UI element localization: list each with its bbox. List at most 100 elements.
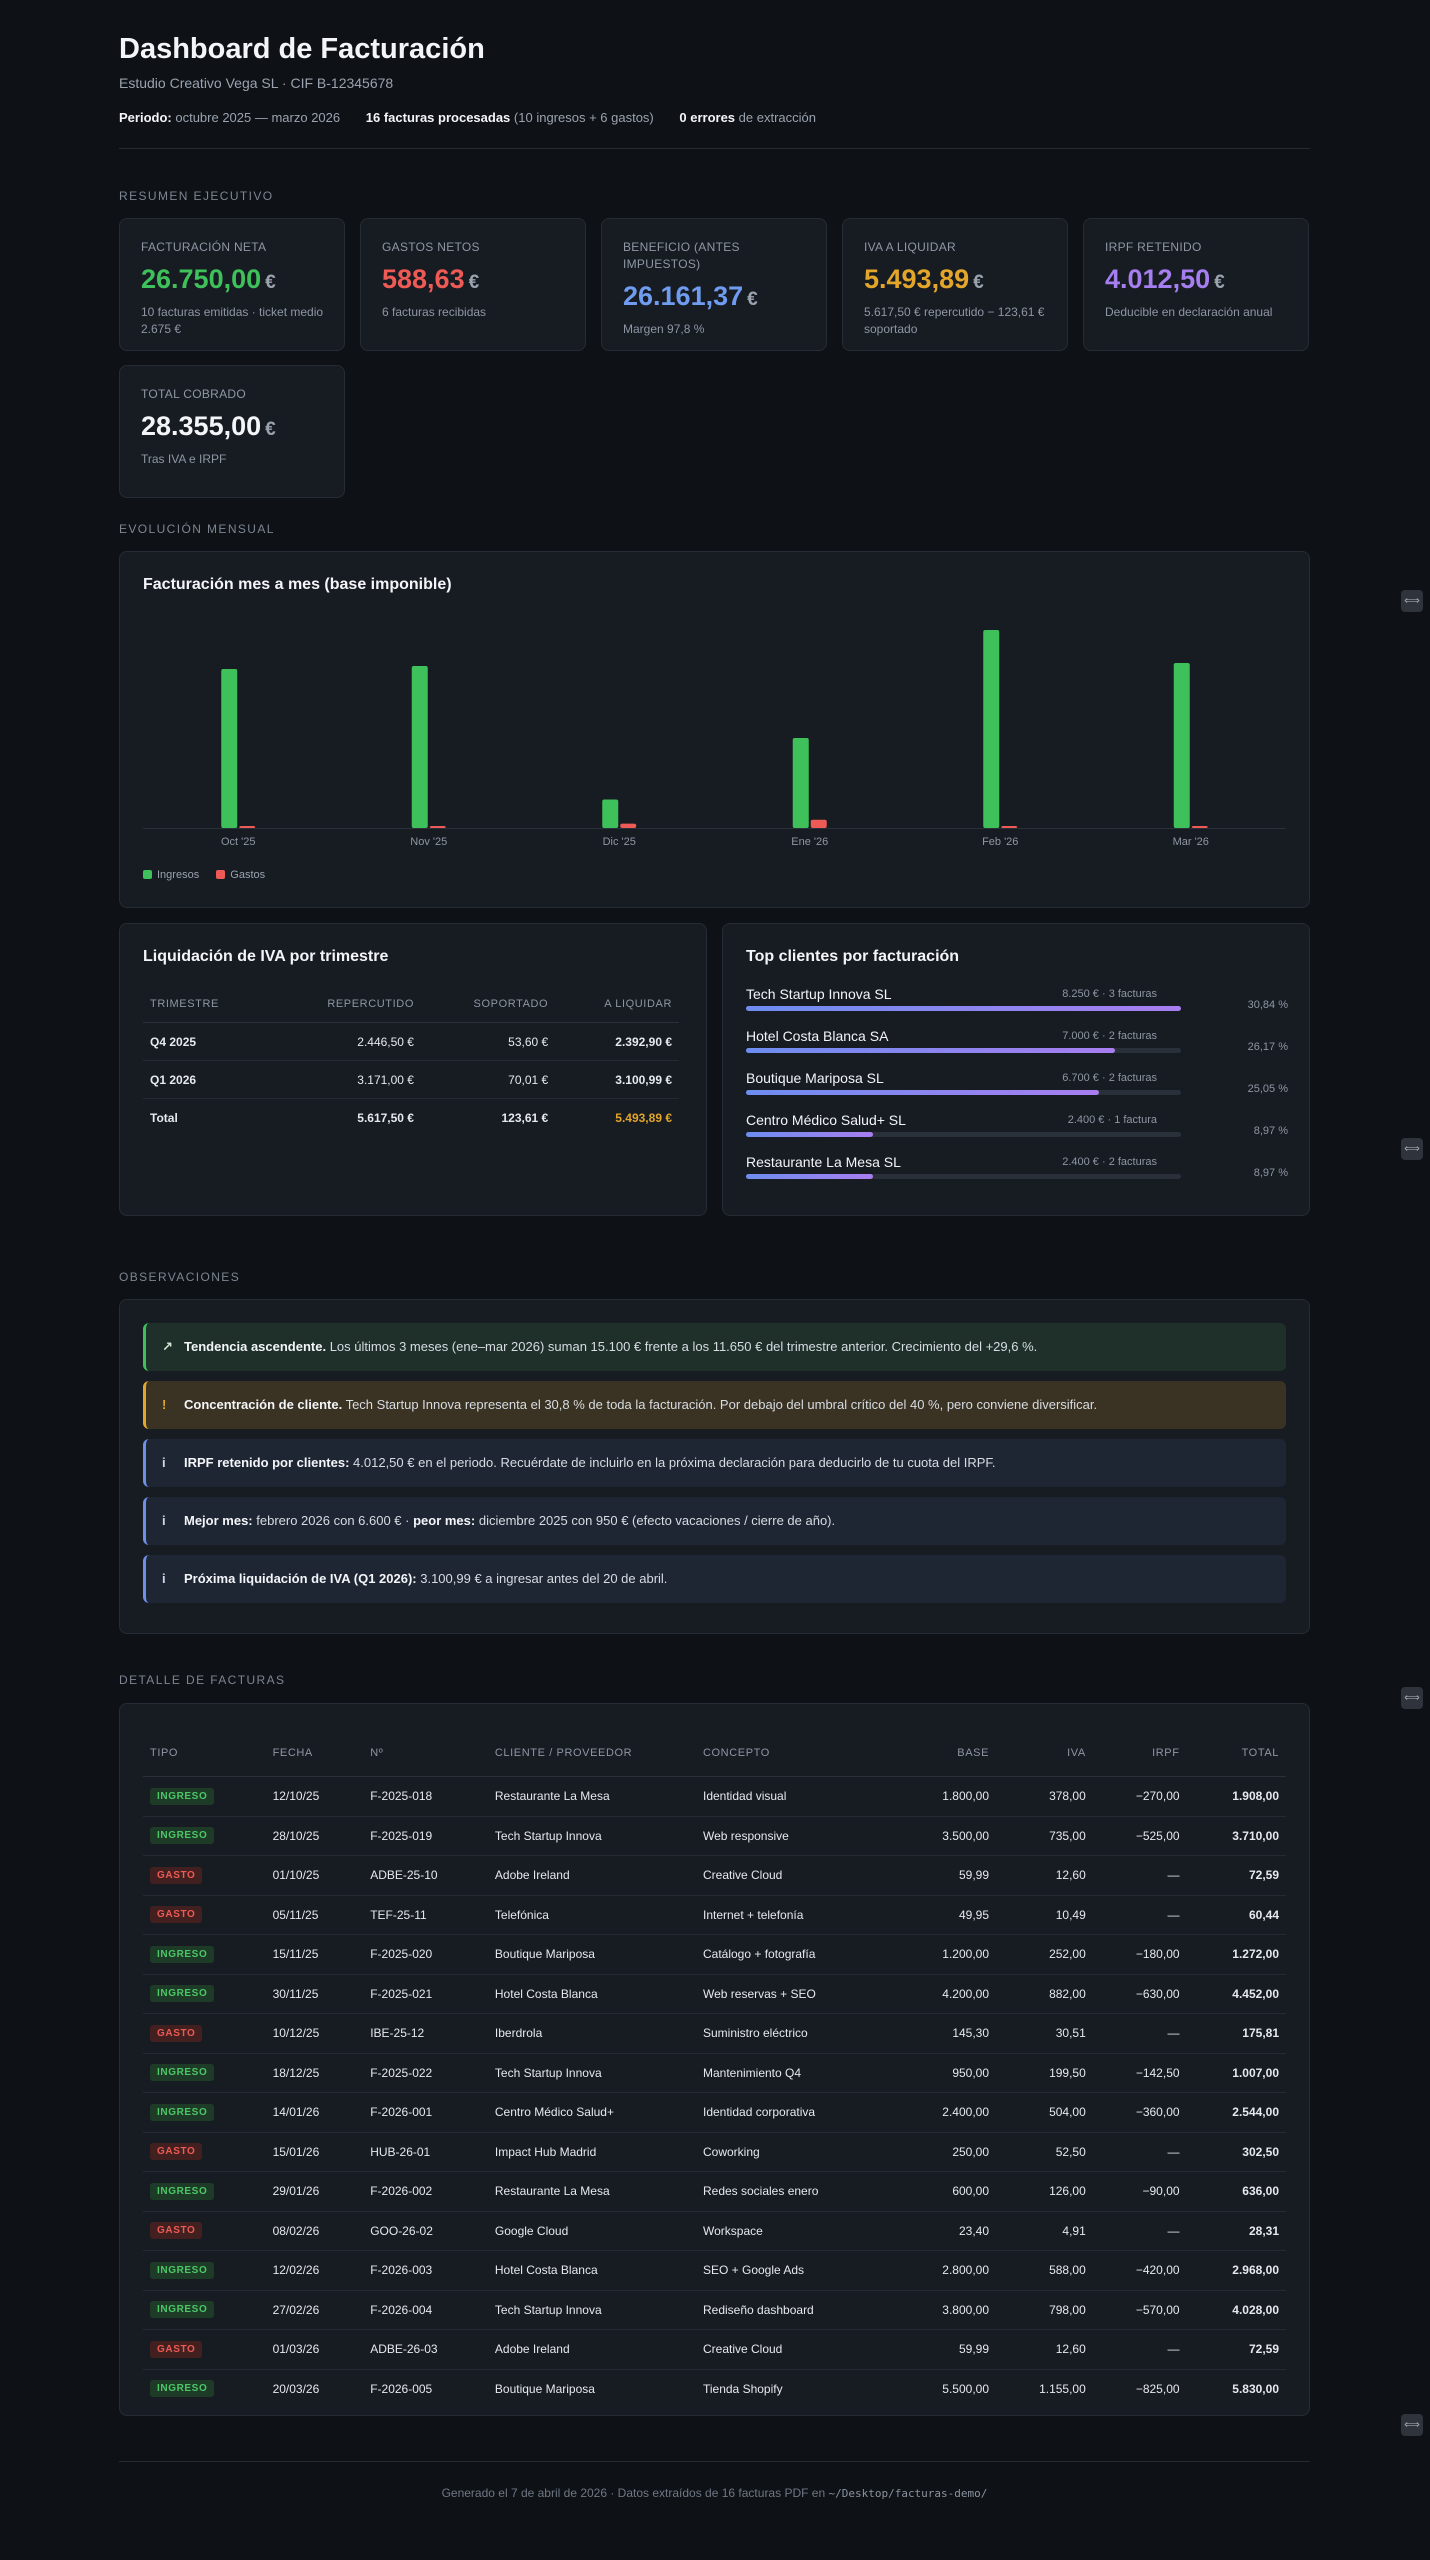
invoice-cell: 4,91 xyxy=(996,2211,1093,2251)
kpi-label: IRPF retenido xyxy=(1105,240,1202,254)
iva-row: Q1 2026 3.171,00 €70,01 €3.100,99 € xyxy=(143,1060,679,1099)
type-badge: GASTO xyxy=(150,1906,203,1924)
invoice-cell: 20/03/26 xyxy=(272,2381,320,2396)
bar-ingresos-0 xyxy=(221,669,238,828)
side-handle-icon[interactable]: ⟺ xyxy=(1401,1687,1423,1709)
observation-text: febrero 2026 con 6.600 € · xyxy=(252,1513,414,1528)
invoice-cell: 2.800,00 xyxy=(880,2250,997,2291)
invoice-cell: Web reservas + SEO xyxy=(695,1974,881,2014)
side-handle-icon[interactable]: ⟺ xyxy=(1401,1138,1423,1160)
invoice-cell: F-2025-018 xyxy=(363,1776,488,1817)
invoice-cell: GASTO xyxy=(143,1895,266,1935)
client-info: 6.700 € · 2 facturas xyxy=(1062,1072,1157,1084)
procesadas-value: (10 ingresos + 6 gastos) xyxy=(513,110,654,125)
invoice-cell: Tech Startup Innova xyxy=(487,2053,696,2093)
observation-text: 4.012,50 € en el periodo. Recuérdate de … xyxy=(349,1455,996,1470)
invoice-cell: Restaurante La Mesa xyxy=(487,2171,696,2212)
iva-row: Q4 2025 2.446,50 €53,60 €2.392,90 € xyxy=(143,1022,679,1061)
bar-gastos-0 xyxy=(239,826,256,828)
kpi-value-row: 5.493,89 € xyxy=(864,264,1047,298)
client-percentage: 30,84 % xyxy=(1247,999,1288,1011)
invoice-cell: 72,59 xyxy=(1186,2329,1286,2370)
invoice-cell: −270,00 xyxy=(1092,1776,1187,1817)
client-info: 2.400 € · 2 facturas xyxy=(1062,1156,1157,1168)
section-title-evolucion: Evolución mensual xyxy=(119,522,275,536)
invoice-cell: F-2026-003 xyxy=(363,2250,488,2291)
side-handle-icon[interactable]: ⟺ xyxy=(1401,590,1423,612)
kpi-currency: € xyxy=(265,272,276,293)
invoice-cell: 59,99 xyxy=(880,1855,997,1896)
invoice-cell: −630,00 xyxy=(1092,1974,1187,2014)
type-badge: GASTO xyxy=(150,2340,203,2358)
observation-yellow: ! Concentración de cliente. Tech Startup … xyxy=(143,1381,1286,1429)
invoice-cell: Coworking xyxy=(695,2132,881,2172)
iva-cell: 5.493,89 € xyxy=(615,1110,672,1125)
section-title-observaciones: Observaciones xyxy=(119,1270,241,1284)
invoice-cell: 12/02/26 xyxy=(265,2250,364,2291)
kpi-note: 5.617,50 € repercutido − 123,61 € soport… xyxy=(864,305,1045,336)
client-row: Boutique Mariposa SL 6.700 € · 2 facturas… xyxy=(746,1070,1288,1100)
chart-title: Facturación mes a mes (base imponible) xyxy=(143,576,452,593)
invoice-row: INGRESO 12/02/26 F-2026-003 Hotel Costa Bla… xyxy=(143,2250,1286,2291)
legend-item-gastos: Gastos xyxy=(216,869,265,881)
iva-table: Trimestre Repercutido Soportado A liquid… xyxy=(143,986,679,1136)
observation-bold: peor mes: xyxy=(413,1513,476,1528)
kpi-value-row: 28.355,00 € xyxy=(141,411,324,445)
invoice-cell: 882,00 xyxy=(996,1974,1093,2014)
invoice-cell: TEF-25-11 xyxy=(363,1895,488,1935)
clients-panel: Top clientes por facturación Tech Startu… xyxy=(722,923,1310,1216)
invoice-cell: 1.272,00 xyxy=(1186,1934,1286,1975)
invoice-cell: 28,31 xyxy=(1186,2211,1286,2251)
client-bar-track xyxy=(746,1048,1181,1053)
invoice-cell: 1.908,00 xyxy=(1186,1776,1286,1817)
invoice-cell: 15/11/25 xyxy=(265,1934,364,1975)
client-bar-fill xyxy=(746,1174,873,1179)
invoice-cell: GASTO xyxy=(143,2329,266,2370)
invoice-cell: 2.968,00 xyxy=(1186,2250,1286,2291)
invoice-cell: F-2025-022 xyxy=(363,2053,488,2093)
client-info: 7.000 € · 2 facturas xyxy=(1062,1030,1157,1042)
footer-text: Generado el 7 de abril de 2026 · Datos e… xyxy=(441,2486,829,2500)
client-percentage: 25,05 % xyxy=(1247,1083,1288,1095)
legend-label-ingresos: Ingresos xyxy=(157,869,200,881)
invoice-cell: — xyxy=(1092,2211,1187,2251)
chart-legend: Ingresos Gastos xyxy=(143,869,279,881)
type-badge: INGRESO xyxy=(150,2182,215,2200)
client-row: Restaurante La Mesa SL 2.400 € · 2 factur… xyxy=(746,1154,1288,1184)
type-badge: INGRESO xyxy=(150,2380,215,2398)
invoice-row: INGRESO 18/12/25 F-2025-022 Tech Startup In… xyxy=(143,2053,1286,2093)
side-handle-icon[interactable]: ⟺ xyxy=(1401,2414,1423,2436)
invoice-cell: INGRESO xyxy=(143,2092,266,2133)
invoice-cell: 12,60 xyxy=(996,1855,1093,1896)
invoice-cell: 27/02/26 xyxy=(265,2290,364,2330)
invoice-cell: 199,50 xyxy=(996,2053,1093,2093)
invoice-cell: F-2025-019 xyxy=(363,1816,488,1856)
invoice-cell: HUB-26-01 xyxy=(363,2132,488,2172)
invoice-row: GASTO 01/03/26 ADBE-26-03 Adobe Ireland Crea… xyxy=(143,2329,1286,2370)
invoice-cell: INGRESO xyxy=(143,2369,266,2408)
invoice-header-concepto: Concepto xyxy=(695,1729,881,1777)
observation-bold: Concentración de cliente. xyxy=(184,1397,343,1412)
kpi-note: Tras IVA e IRPF xyxy=(141,452,227,466)
kpi-value: 28.355,00 xyxy=(141,411,262,441)
observation-green: ↗ Tendencia ascendente. Los últimos 3 mes… xyxy=(143,1323,1286,1371)
invoice-cell: — xyxy=(1092,2132,1187,2172)
observation-text: Los últimos 3 meses (ene–mar 2026) suman… xyxy=(326,1339,1038,1354)
invoice-header-base: Base xyxy=(880,1729,997,1777)
observation-text: Tech Startup Innova representa el 30,8 %… xyxy=(342,1397,1098,1412)
invoice-cell: 588,00 xyxy=(996,2250,1093,2291)
invoice-cell: INGRESO xyxy=(143,2053,266,2093)
invoice-cell: ADBE-25-10 xyxy=(363,1855,488,1896)
invoice-cell: 23,40 xyxy=(880,2211,997,2251)
invoice-cell: INGRESO xyxy=(143,1776,266,1817)
invoice-cell: 504,00 xyxy=(996,2092,1093,2133)
invoice-cell: GASTO xyxy=(143,2211,266,2251)
invoice-cell: Centro Médico Salud+ xyxy=(487,2092,696,2133)
meta-line: Periodo: octubre 2025 — marzo 2026 16 fa… xyxy=(119,110,838,125)
invoice-cell: Telefónica xyxy=(487,1895,696,1935)
iva-header-row: Trimestre Repercutido Soportado A liquid… xyxy=(143,986,679,1023)
trend-up-icon: ↗ xyxy=(162,1339,173,1354)
kpi-currency: € xyxy=(973,272,984,293)
iva-title: Liquidación de IVA por trimestre xyxy=(143,948,389,965)
invoice-row: INGRESO 14/01/26 F-2026-001 Centro Médico S… xyxy=(143,2092,1286,2133)
